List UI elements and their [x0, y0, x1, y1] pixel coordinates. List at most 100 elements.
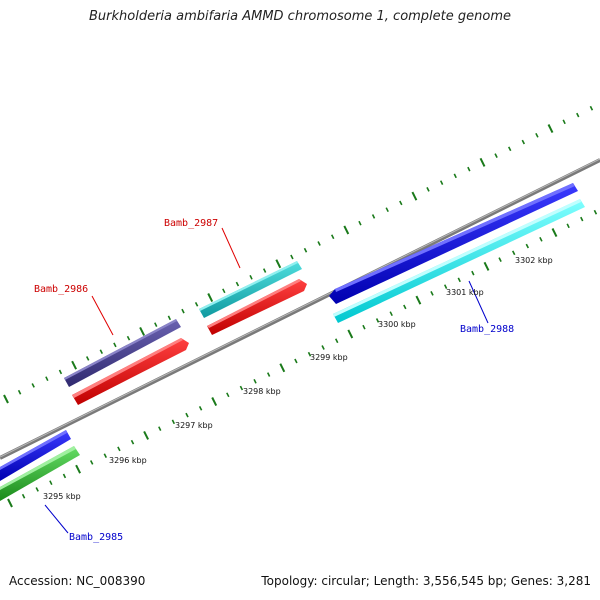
minor-tick — [498, 257, 502, 262]
feature-bamb-2985-green[interactable] — [0, 446, 80, 501]
minor-tick — [198, 406, 203, 411]
minor-tick — [62, 473, 67, 479]
minor-tick — [171, 419, 176, 425]
minor-tick — [562, 119, 566, 125]
scale-label: 3295 kbp — [43, 492, 81, 501]
feature-bamb-2988-blue[interactable] — [329, 183, 578, 304]
minor-tick — [330, 234, 335, 240]
minor-tick — [85, 356, 90, 361]
major-tick — [207, 293, 214, 303]
minor-tick — [362, 324, 366, 330]
feature-bamb-2986-purple[interactable] — [64, 319, 181, 387]
major-tick — [211, 397, 218, 407]
gene-label-bamb-2987[interactable]: Bamb_2987 — [164, 218, 218, 229]
major-tick — [143, 430, 149, 440]
minor-tick — [593, 209, 598, 215]
minor-tick — [89, 460, 94, 465]
minor-tick — [249, 274, 253, 280]
major-tick — [7, 498, 13, 508]
minor-tick — [321, 345, 325, 350]
scale-label: 3301 kbp — [446, 288, 484, 297]
minor-tick — [45, 376, 49, 382]
scale-label: 3302 kbp — [515, 256, 553, 265]
upper-tick-row — [3, 105, 594, 404]
minor-tick — [358, 220, 362, 226]
minor-tick — [167, 315, 172, 321]
minor-tick — [194, 302, 199, 307]
minor-tick — [535, 132, 539, 138]
minor-tick — [589, 105, 594, 111]
map-title: Burkholderia ambifaria AMMD chromosome 1… — [88, 9, 512, 24]
minor-tick — [99, 349, 104, 354]
minor-tick — [49, 480, 53, 486]
major-tick — [75, 464, 81, 474]
leader-bamb-2988 — [468, 280, 489, 324]
minor-tick — [467, 166, 471, 172]
minor-tick — [154, 322, 158, 327]
scale-label: 3299 kbp — [310, 353, 348, 362]
major-tick — [547, 124, 554, 134]
major-tick — [279, 363, 286, 373]
leader-bamb-2986 — [91, 295, 114, 336]
major-tick — [139, 326, 145, 336]
feature-bamb-2987-teal[interactable] — [199, 261, 302, 318]
genome-summary: Topology: circular; Length: 3,556,545 bp… — [261, 574, 591, 588]
minor-tick — [307, 351, 312, 357]
feature-bamb-2986-red[interactable] — [72, 338, 189, 405]
minor-tick — [35, 487, 39, 492]
minor-tick — [158, 426, 162, 431]
minor-tick — [399, 200, 403, 206]
minor-tick — [576, 112, 580, 118]
minor-tick — [371, 214, 376, 219]
minor-tick — [525, 243, 530, 249]
minor-tick — [566, 223, 570, 229]
minor-tick — [303, 247, 308, 253]
gene-label-bamb-2988[interactable]: Bamb_2988 — [460, 324, 514, 335]
minor-tick — [294, 358, 298, 364]
minor-tick — [426, 187, 430, 192]
major-tick — [347, 329, 354, 339]
minor-tick — [17, 389, 22, 395]
minor-tick — [290, 254, 294, 260]
minor-tick — [539, 236, 543, 242]
scale-label: 3298 kbp — [243, 387, 281, 396]
lower-tick-row — [7, 209, 598, 508]
minor-tick — [375, 318, 380, 323]
major-tick — [3, 394, 9, 404]
minor-tick — [21, 493, 26, 499]
feature-bamb-2988-cyan[interactable] — [333, 199, 585, 323]
minor-tick — [511, 250, 516, 256]
minor-tick — [235, 281, 240, 287]
scale-label: 3300 kbp — [378, 320, 416, 329]
minor-tick — [443, 284, 448, 289]
minor-tick — [453, 173, 457, 179]
feature-bamb-2987-red[interactable] — [207, 279, 307, 335]
minor-tick — [239, 385, 244, 391]
minor-tick — [185, 412, 189, 418]
feature-bamb-2985-blue[interactable] — [0, 430, 71, 481]
gene-label-bamb-2986[interactable]: Bamb_2986 — [34, 284, 88, 295]
minor-tick — [403, 304, 407, 310]
major-tick — [415, 295, 422, 305]
minor-tick — [457, 277, 461, 283]
gene-label-bamb-2985[interactable]: Bamb_2985 — [69, 532, 123, 543]
major-tick — [275, 259, 282, 269]
major-tick — [71, 360, 77, 370]
major-tick — [483, 261, 490, 271]
leader-bamb-2987 — [221, 227, 241, 269]
major-tick — [411, 191, 418, 201]
minor-tick — [31, 383, 35, 388]
minor-tick — [317, 241, 321, 246]
major-tick — [551, 228, 558, 238]
minor-tick — [103, 453, 108, 458]
minor-tick — [117, 446, 121, 452]
minor-tick — [439, 180, 444, 185]
minor-tick — [507, 146, 512, 152]
minor-tick — [130, 439, 135, 445]
scale-label: 3296 kbp — [109, 456, 147, 465]
minor-tick — [266, 372, 271, 377]
minor-tick — [58, 369, 63, 375]
leader-bamb-2985 — [44, 504, 69, 534]
minor-tick — [226, 392, 230, 398]
minor-tick — [253, 378, 257, 384]
